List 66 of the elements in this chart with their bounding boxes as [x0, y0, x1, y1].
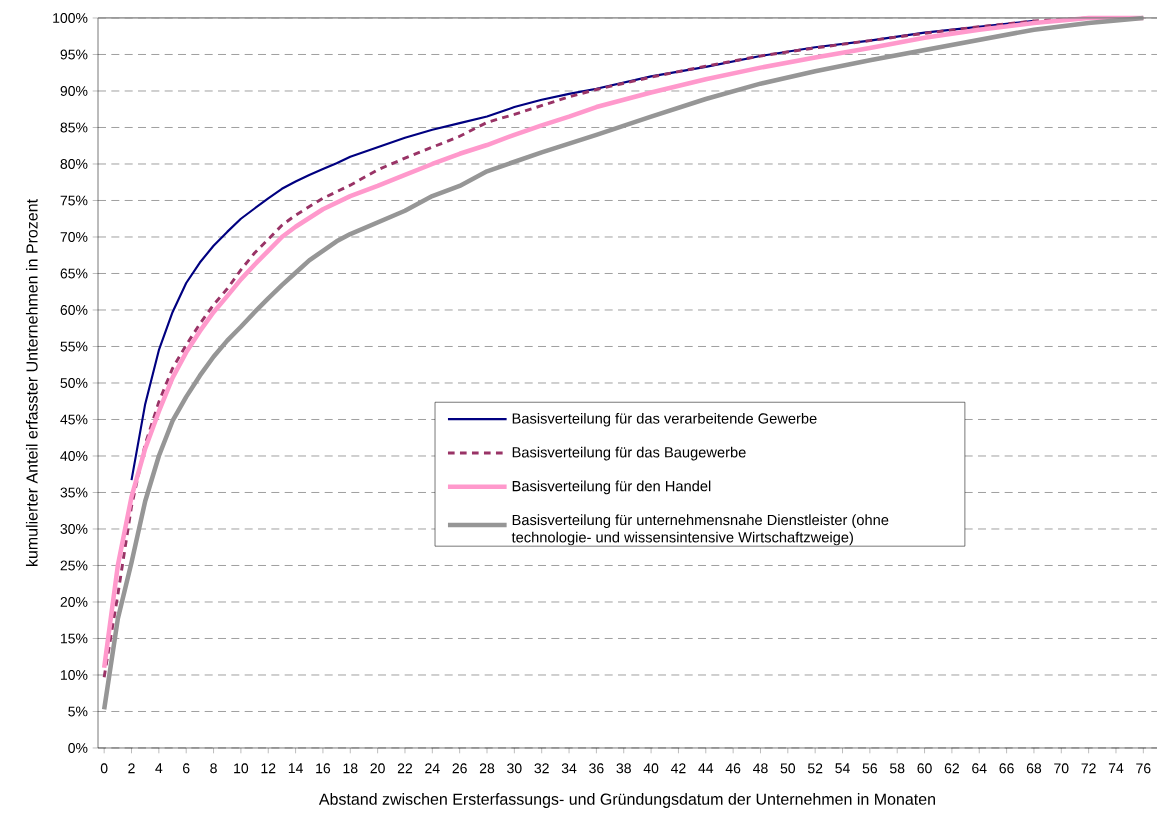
y-tick-label: 60% [60, 305, 88, 315]
legend-label: Basisverteilung für das Baugewerbe [512, 446, 746, 461]
y-tick-label: 5% [68, 706, 88, 717]
x-tick-label: 58 [889, 763, 905, 774]
legend-label: Basisverteilung für das verarbeitende Gewerbe [512, 412, 817, 427]
y-tick-label: 75% [60, 195, 88, 206]
x-tick-label: 66 [999, 763, 1014, 774]
x-tick-label: 44 [698, 763, 714, 773]
x-tick-label: 8 [210, 763, 217, 774]
y-tick-label: 100% [53, 13, 88, 23]
x-tick-label: 46 [725, 763, 741, 774]
y-tick-label: 80% [60, 159, 88, 169]
x-tick-label: 12 [261, 763, 276, 774]
x-tick-label: 64 [972, 763, 987, 774]
y-tick-label: 85% [60, 122, 88, 133]
y-tick-label: 25% [60, 560, 88, 571]
x-tick-label: 40 [643, 763, 659, 774]
legend-label: Basisverteilung für den Handel [512, 480, 711, 495]
y-tick-label: 35% [60, 487, 88, 498]
x-tick-label: 36 [589, 763, 604, 774]
x-tick-label: 76 [1136, 763, 1151, 774]
y-tick-label: 40% [60, 451, 88, 461]
x-tick-label: 4 [155, 763, 163, 773]
x-tick-label: 34 [561, 763, 577, 774]
y-axis-title: kumulierter Anteil erfasster Unternehmen in Prozent [25, 199, 38, 566]
x-tick-label: 70 [1054, 763, 1069, 774]
x-tick-label: 22 [397, 763, 413, 774]
y-tick-label: 90% [60, 86, 88, 96]
x-tick-label: 32 [534, 763, 549, 774]
y-tick-label: 50% [60, 378, 88, 388]
x-tick-label: 56 [862, 763, 878, 774]
x-axis-title: Abstand zwischen Ersterfassungs- und Gründungsdatum der Unternehmen in Monaten [318, 793, 935, 809]
y-tick-label: 10% [61, 670, 88, 680]
legend-label: Basisverteilung für unternehmensnahe Dienstleister (ohne technologie- und wissensintensive Wirtschaftzweige) [511, 514, 889, 546]
x-tick-label: 48 [753, 763, 768, 774]
y-tick-label: 20% [60, 597, 88, 607]
x-tick-label: 24 [425, 763, 440, 774]
y-tick-label: 45% [60, 414, 88, 425]
x-tick-label: 60 [917, 763, 932, 774]
x-tick-label: 54 [835, 763, 850, 774]
x-tick-label: 50 [780, 763, 796, 774]
y-tick-label: 30% [60, 524, 88, 534]
x-tick-label: 52 [807, 763, 823, 774]
y-tick-label: 65% [60, 268, 88, 279]
y-tick-label: 55% [60, 341, 88, 352]
x-tick-label: 10 [234, 763, 249, 774]
x-tick-label: 6 [183, 763, 190, 774]
x-tick-label: 18 [343, 763, 358, 774]
x-tick-label: 26 [452, 763, 467, 774]
x-tick-label: 38 [616, 763, 631, 774]
y-tick-label: 70% [60, 232, 88, 242]
x-tick-label: 42 [670, 763, 686, 774]
x-tick-label: 72 [1081, 763, 1096, 774]
x-tick-label: 62 [944, 763, 959, 774]
y-tick-label: 0% [68, 743, 88, 753]
x-tick-label: 30 [507, 763, 522, 774]
y-tick-label: 95% [60, 49, 88, 60]
x-tick-label: 2 [128, 763, 135, 774]
x-tick-label: 0 [100, 763, 108, 774]
x-tick-label: 16 [316, 763, 331, 774]
x-tick-label: 74 [1108, 763, 1124, 773]
y-tick-label: 15% [61, 633, 88, 644]
x-tick-label: 68 [1026, 763, 1042, 774]
x-tick-label: 14 [288, 763, 303, 773]
x-tick-label: 28 [479, 763, 495, 774]
x-tick-label: 20 [370, 763, 385, 774]
